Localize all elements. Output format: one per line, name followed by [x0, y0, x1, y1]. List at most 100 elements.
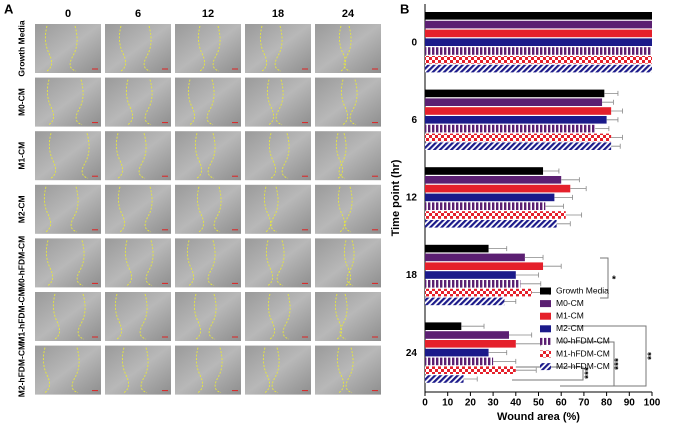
micrograph — [175, 184, 241, 234]
error-bar — [488, 350, 508, 356]
legend-swatch — [540, 287, 551, 295]
bar — [425, 107, 612, 115]
bar — [425, 271, 516, 279]
error-bar — [561, 177, 580, 183]
micrograph — [35, 345, 101, 395]
error-bar — [611, 108, 623, 114]
micrograph — [245, 131, 311, 181]
wound-outline — [125, 79, 153, 126]
bracket — [560, 341, 615, 387]
bar — [425, 133, 612, 142]
row-label: M1-hFDM-CM — [16, 289, 26, 343]
error-bar — [595, 126, 610, 132]
error-bar — [504, 298, 517, 304]
wound-outline — [52, 293, 86, 340]
micrograph — [105, 238, 171, 288]
bar — [425, 262, 544, 270]
wound-outline — [115, 133, 147, 179]
legend-label: M1-hFDM-CM — [556, 348, 610, 358]
wound-outline — [268, 133, 290, 179]
wound-outline — [267, 293, 291, 340]
bar — [425, 220, 557, 228]
error-bar — [606, 117, 619, 123]
error-bar — [556, 221, 571, 227]
x-tick-label: 50 — [533, 398, 545, 409]
micrograph — [315, 292, 381, 341]
wound-outline — [262, 347, 280, 394]
wound-outline — [337, 186, 353, 233]
legend-label: Growth Media — [556, 285, 609, 295]
error-bar — [543, 168, 560, 174]
bar — [425, 184, 571, 193]
micrograph — [35, 77, 101, 127]
panel-a: 0 6 12 18 24 Growth Media M0-CM M1-CM M2-CM M0-hF… — [16, 8, 381, 397]
micrograph — [105, 24, 171, 73]
error-bar — [545, 203, 564, 209]
error-bar — [524, 254, 544, 260]
row-label: M0-hFDM-CM — [16, 236, 26, 290]
bar — [425, 340, 516, 348]
micrograph — [105, 77, 171, 127]
wound-outline — [124, 240, 154, 286]
micrograph — [175, 77, 241, 127]
error-bar — [570, 186, 587, 192]
wound-outline — [48, 133, 90, 179]
error-bar — [493, 358, 517, 364]
legend-swatch — [540, 350, 551, 358]
bar — [425, 193, 555, 202]
micrograph — [315, 345, 381, 395]
micrograph — [315, 24, 381, 73]
bar — [425, 322, 462, 330]
row-label: M2-hFDM-CM — [16, 343, 26, 397]
bar — [425, 167, 544, 175]
error-bar — [515, 367, 537, 373]
x-tick-label: 70 — [578, 398, 590, 409]
wound-outline — [259, 25, 283, 72]
x-tick-label: 60 — [556, 398, 568, 409]
y-axis-label: Time point (hr) — [390, 159, 402, 236]
wound-outline — [340, 79, 358, 126]
wound-outline — [186, 240, 216, 286]
error-bar — [565, 212, 583, 218]
micrograph — [175, 345, 241, 395]
error-bar — [515, 272, 539, 278]
wound-outline — [118, 25, 152, 72]
micrograph — [315, 238, 381, 288]
bar — [425, 202, 546, 210]
error-bar — [611, 134, 623, 140]
error-bar — [611, 143, 621, 149]
micrograph — [175, 24, 241, 73]
bar — [425, 176, 562, 184]
error-bar — [543, 263, 562, 269]
row-label: Growth Media — [16, 20, 26, 76]
column-header: 6 — [135, 8, 141, 20]
x-tick-label: 0 — [422, 398, 428, 409]
micrograph — [105, 345, 171, 395]
micrograph — [315, 77, 381, 127]
wound-outline — [45, 240, 85, 286]
wound-outline — [263, 186, 279, 233]
micrograph — [175, 292, 241, 341]
bar — [425, 20, 652, 29]
wound-outline — [187, 79, 215, 126]
legend-swatch — [540, 300, 551, 308]
wound-outline — [43, 186, 79, 233]
micrograph — [105, 184, 171, 234]
wound-outline — [197, 25, 221, 72]
wound-outline — [336, 347, 354, 394]
micrograph — [35, 292, 101, 341]
bar — [425, 56, 652, 64]
micrograph — [245, 238, 311, 288]
bar — [425, 29, 652, 38]
y-tick-label: 18 — [406, 270, 418, 281]
y-tick-label: 12 — [406, 193, 418, 204]
wound-outline — [117, 186, 153, 233]
x-axis-label: Wound area (%) — [497, 411, 580, 423]
wound-outline — [42, 347, 80, 394]
error-bar — [602, 99, 614, 105]
y-tick-label: 6 — [411, 115, 417, 126]
legend-label: M2-hFDM-CM — [556, 361, 610, 371]
bar — [425, 348, 489, 357]
